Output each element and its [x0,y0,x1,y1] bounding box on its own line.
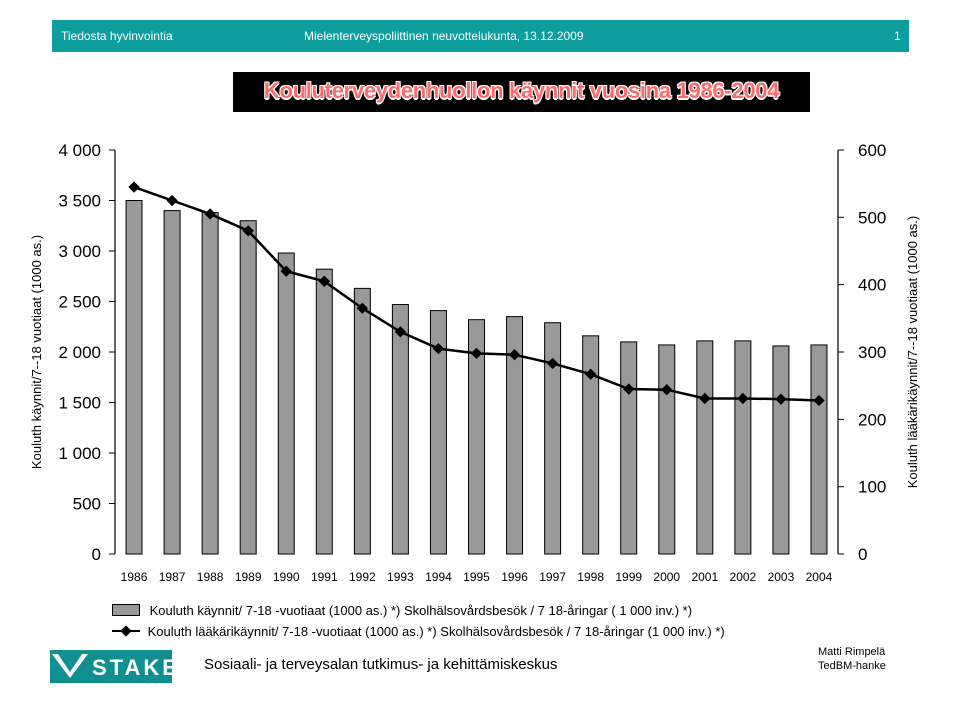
x-tick-label: 2003 [768,570,795,584]
y-tick-label-right: 200 [858,410,886,429]
header-center-text: Mielenterveyspoliittinen neuvottelukunta… [304,29,584,43]
x-tick-label: 1998 [577,570,604,584]
page-number: 1 [894,29,901,43]
bar [429,310,447,555]
bar-series [125,200,828,555]
y-tick-label-left: 2 000 [58,343,101,362]
x-tick-label: 1993 [387,570,414,584]
line-point [737,392,749,405]
y-tick-label-right: 500 [858,208,886,227]
x-tick-label: 1989 [235,570,262,584]
line-point [470,347,483,360]
x-tick-label: 2002 [730,570,757,584]
y-tick-label-left: 0 [92,545,101,564]
line-point [432,342,445,355]
line-point [242,225,254,237]
axis-labels: 0 500 1 000 1 500 2 000 2 500 3 000 3 500 4 000 0… [29,141,920,584]
line-series [128,181,825,407]
line-point [813,394,825,407]
line-point [775,393,787,405]
line-point [318,275,330,287]
line-point [356,302,368,314]
bar [391,304,409,555]
y-tick-label-left: 3 000 [58,242,101,261]
x-tick-label: 1990 [273,570,300,584]
author-credit: Matti Rimpelä TedBM-hanke [818,645,886,673]
y-tick-label-right: 400 [858,276,886,295]
bar [201,212,219,555]
chart-title-box: Kouluterveydenhuollon käynnit vuosina 19… [233,72,810,112]
y-tick-label-left: 500 [73,495,101,514]
x-tick-label: 2004 [806,570,833,584]
bar [544,322,562,555]
x-tick-label: 2001 [691,570,718,584]
bar [277,252,295,555]
x-tick-label: 1991 [311,570,338,584]
x-tick-label: 1999 [615,570,642,584]
y-axis-title-right: Kouluth lääkärikäynnit/7--18 vuotiaat (1… [905,216,920,488]
bar [506,316,524,555]
y-tick-label-right: 300 [858,343,886,362]
legend-bars-label: Kouluth käynnit/ 7-18 -vuotiaat (1000 as… [149,603,693,618]
chart-axes [109,149,844,555]
legend-bar-swatch [112,604,140,616]
organization-name: Sosiaali- ja terveysalan tutkimus- ja ke… [204,656,558,673]
header-bar: Tiedosta hyvinvointia Mielenterveyspolii… [52,20,909,52]
legend-item-line: Kouluth lääkärikäynnit/ 7-18 -vuotiaat (… [112,624,725,639]
stakes-logo-text: STAKES [92,655,198,680]
bar [696,340,714,555]
bar [810,344,828,555]
x-tick-label: 1995 [463,570,490,584]
legend-line-swatch [112,625,140,637]
header-left-text: Tiedosta hyvinvointia [61,29,173,43]
x-tick-label: 2000 [653,570,680,584]
line-point [508,349,521,361]
y-tick-label-left: 1 500 [58,394,101,413]
bar [125,200,143,555]
x-tick-label: 1996 [501,570,528,584]
line-point [280,265,292,277]
bar [772,345,790,555]
line-point [204,208,216,220]
x-tick-label: 1988 [197,570,224,584]
legend-item-bars: Kouluth käynnit/ 7-18 -vuotiaat (1000 as… [112,603,692,618]
line-point [166,194,178,207]
bar [582,335,600,555]
bar [734,340,752,555]
line-point [394,326,407,338]
x-tick-label: 1992 [349,570,376,584]
author-name: Matti Rimpelä [818,646,886,658]
y-tick-label-left: 3 500 [58,192,101,211]
stakes-mark-icon [52,654,88,678]
y-axis-title-left: Kouluth käynnit/7--18 vuotiaat (1000 as.… [29,235,44,469]
bar [620,341,638,555]
project-name: TedBM-hanke [818,660,886,672]
line-point [623,383,635,395]
line-point [546,357,559,370]
line-point [699,392,711,405]
x-tick-label: 1987 [159,570,186,584]
x-tick-label: 1997 [539,570,566,584]
bar [239,220,257,555]
legend-line-label: Kouluth lääkärikäynnit/ 7-18 -vuotiaat (… [147,624,725,639]
line-point [128,181,140,193]
y-tick-label-left: 1 000 [58,444,101,463]
bar [315,268,333,555]
y-tick-label-right: 0 [858,545,867,564]
y-tick-label-left: 2 500 [58,293,101,312]
y-tick-label-right: 600 [858,141,886,160]
line-point [585,368,597,380]
bar [353,287,371,555]
y-tick-label-left: 4 000 [58,141,101,160]
y-tick-label-right: 100 [858,478,886,497]
bar [468,319,485,555]
line-point [661,384,673,396]
x-tick-label: 1986 [121,570,148,584]
bar [658,344,676,555]
bar [163,210,181,555]
stakes-logo: STAKES [50,650,195,683]
chart-title: Kouluterveydenhuollon käynnit vuosina 19… [263,78,780,103]
x-tick-label: 1994 [425,570,452,584]
